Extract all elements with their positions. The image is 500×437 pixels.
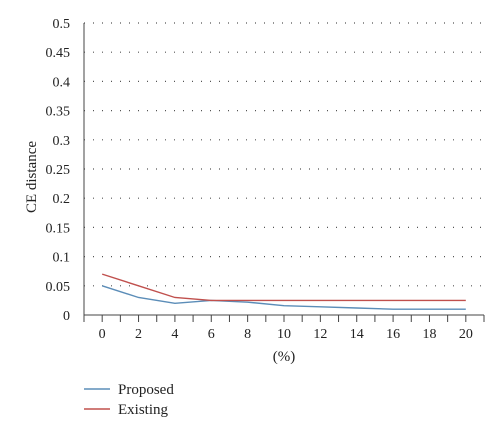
x-tick-label: 20: [459, 327, 473, 342]
legend-label: Existing: [118, 402, 169, 418]
series-line-existing: [101, 273, 466, 302]
x-tick-label: 18: [422, 327, 436, 342]
y-tick-label: 0.15: [46, 221, 71, 236]
x-tick-labels: 0 2 4 6 8 10 12 14 16 18 20: [99, 327, 473, 342]
series-lines: [101, 273, 466, 310]
gridlines: [84, 22, 484, 287]
y-axis-title: CE distance: [24, 141, 40, 213]
y-tick-label: 0.45: [46, 46, 71, 61]
legend-label: Proposed: [118, 382, 174, 398]
x-tick-label: 16: [386, 327, 400, 342]
x-tick-label: 6: [208, 327, 215, 342]
y-tick-label: 0.25: [46, 163, 71, 178]
y-tick-label: 0.5: [53, 17, 71, 32]
legend: Proposed Existing: [84, 382, 174, 418]
x-tick-label: 2: [135, 327, 142, 342]
y-tick-label: 0.05: [46, 280, 71, 295]
x-tick-label: 14: [350, 327, 364, 342]
x-tick-label: 4: [171, 327, 178, 342]
x-axis-title: (%): [273, 349, 296, 365]
x-tick-label: 8: [244, 327, 251, 342]
y-tick-label: 0: [63, 309, 70, 324]
y-tick-label: 0.3: [53, 134, 71, 149]
x-tick-label: 0: [99, 327, 106, 342]
x-tick-label: 10: [277, 327, 291, 342]
y-tick-label: 0.1: [53, 251, 71, 266]
x-tick-label: 12: [313, 327, 327, 342]
axes: [83, 23, 485, 322]
series-line-proposed: [101, 285, 466, 310]
y-tick-label: 0.2: [53, 192, 71, 207]
y-tick-label: 0.4: [53, 75, 71, 90]
y-tick-labels: 0 0.05 0.1 0.15 0.2 0.25 0.3 0.35 0.4 0.45 0.5: [46, 17, 71, 324]
y-tick-label: 0.35: [46, 105, 71, 120]
